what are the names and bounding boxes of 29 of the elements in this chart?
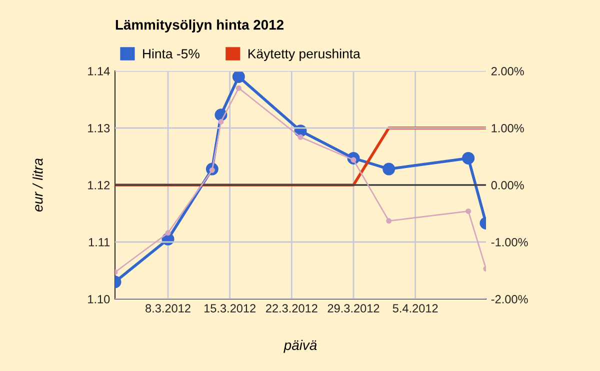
x-tick-label: 29.3.2012	[328, 304, 380, 313]
point	[218, 118, 224, 125]
point	[386, 218, 392, 224]
x-tick-label: 22.3.2012	[266, 304, 318, 313]
y2-tick-label: -1.00%	[491, 238, 528, 246]
point	[466, 208, 472, 214]
x-tick-label: 5.4.2012	[392, 304, 438, 313]
x-axis-title: päivä	[284, 340, 317, 353]
y2-tick-label: 0.00%	[491, 181, 524, 190]
point	[298, 134, 304, 140]
y-tick-label: 1.13	[88, 124, 110, 132]
y-tick-label: 1.11	[88, 238, 110, 246]
y-tick-label: 1.12	[88, 181, 110, 190]
y2-tick-label: -2.00%	[491, 295, 528, 304]
point	[232, 71, 245, 83]
x-tick-label: 8.3.2012	[146, 304, 190, 313]
point	[165, 230, 171, 236]
y-tick-label: 1.14	[88, 67, 110, 76]
legend-label: Hinta -5%	[143, 48, 200, 58]
chart-title: Lämmitysöljyn hinta 2012	[116, 20, 284, 32]
y-axis-title: eur / litra	[32, 158, 43, 212]
y2-tick-label: 1.00%	[492, 124, 524, 132]
legend-label: Käytetty perushinta	[248, 48, 360, 62]
y-tick-label: 1.10	[88, 295, 110, 304]
point	[236, 85, 242, 91]
point	[462, 152, 475, 164]
y2-tick-label: 2.00%	[491, 67, 524, 76]
point	[382, 162, 396, 176]
x-tick-label: 15.3.2012	[204, 304, 256, 313]
